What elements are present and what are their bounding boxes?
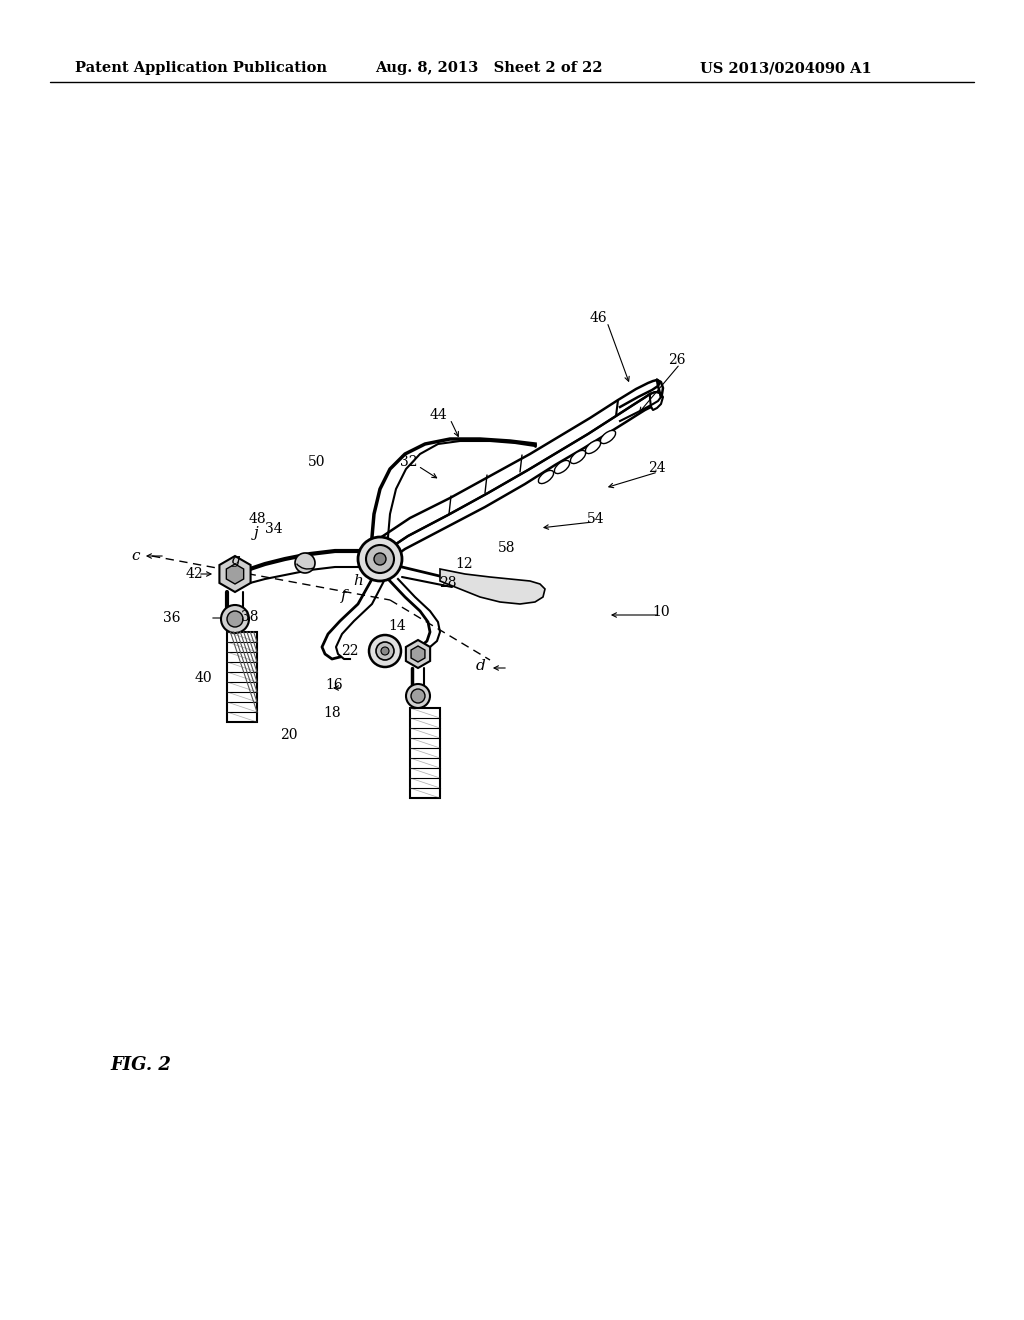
Polygon shape bbox=[219, 556, 251, 591]
Text: 36: 36 bbox=[163, 611, 180, 624]
Text: 16: 16 bbox=[325, 678, 343, 692]
Text: j: j bbox=[254, 525, 259, 540]
Circle shape bbox=[406, 684, 430, 708]
Polygon shape bbox=[440, 569, 545, 605]
Circle shape bbox=[295, 553, 315, 573]
Polygon shape bbox=[406, 640, 430, 668]
Text: 26: 26 bbox=[668, 352, 685, 367]
Circle shape bbox=[227, 611, 243, 627]
Polygon shape bbox=[411, 645, 425, 663]
Ellipse shape bbox=[570, 450, 586, 463]
Text: 50: 50 bbox=[308, 455, 326, 469]
Polygon shape bbox=[410, 708, 440, 799]
Text: 42: 42 bbox=[186, 568, 204, 581]
Text: 58: 58 bbox=[498, 541, 515, 554]
Polygon shape bbox=[227, 632, 257, 722]
Text: Aug. 8, 2013   Sheet 2 of 22: Aug. 8, 2013 Sheet 2 of 22 bbox=[375, 61, 603, 75]
Text: 28: 28 bbox=[439, 576, 457, 590]
Text: h: h bbox=[353, 574, 362, 587]
Circle shape bbox=[376, 642, 394, 660]
Text: 18: 18 bbox=[323, 706, 341, 719]
Text: 20: 20 bbox=[280, 729, 298, 742]
Text: f: f bbox=[341, 589, 347, 603]
Text: d: d bbox=[476, 659, 485, 673]
Text: 44: 44 bbox=[430, 408, 447, 422]
Text: 14: 14 bbox=[388, 619, 406, 634]
Circle shape bbox=[381, 647, 389, 655]
Ellipse shape bbox=[554, 461, 569, 474]
Text: 34: 34 bbox=[265, 521, 283, 536]
Circle shape bbox=[369, 635, 401, 667]
Text: g: g bbox=[230, 553, 240, 568]
Text: FIG. 2: FIG. 2 bbox=[110, 1056, 171, 1074]
Text: 54: 54 bbox=[587, 512, 604, 525]
Circle shape bbox=[358, 537, 402, 581]
Text: 32: 32 bbox=[400, 455, 418, 469]
Ellipse shape bbox=[586, 441, 601, 454]
Circle shape bbox=[374, 553, 386, 565]
Text: 46: 46 bbox=[590, 312, 607, 325]
Circle shape bbox=[366, 545, 394, 573]
Polygon shape bbox=[226, 564, 244, 583]
Circle shape bbox=[221, 605, 249, 634]
Ellipse shape bbox=[539, 470, 554, 483]
Text: c: c bbox=[131, 549, 139, 564]
Text: Patent Application Publication: Patent Application Publication bbox=[75, 61, 327, 75]
Circle shape bbox=[411, 689, 425, 704]
Text: 12: 12 bbox=[455, 557, 473, 572]
Text: 48: 48 bbox=[249, 512, 266, 525]
Text: US 2013/0204090 A1: US 2013/0204090 A1 bbox=[700, 61, 871, 75]
Text: 38: 38 bbox=[241, 610, 258, 624]
Text: 40: 40 bbox=[195, 671, 213, 685]
Text: 24: 24 bbox=[648, 461, 666, 475]
Ellipse shape bbox=[600, 430, 615, 444]
Text: 22: 22 bbox=[341, 644, 358, 657]
Text: 10: 10 bbox=[652, 605, 670, 619]
